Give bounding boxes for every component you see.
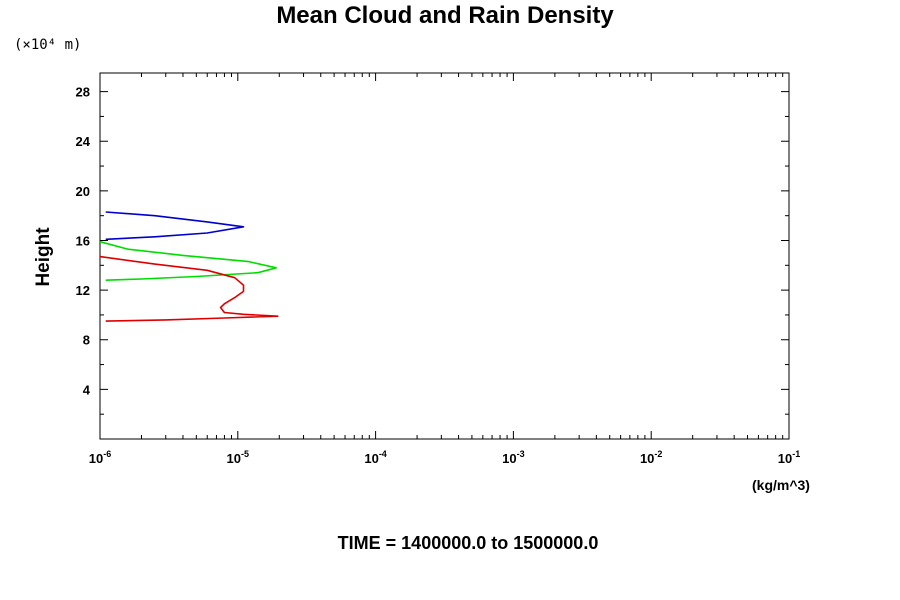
x-tick-exponent: -5 <box>241 449 249 459</box>
time-range-label: TIME = 1400000.0 to 1500000.0 <box>338 533 599 553</box>
x-tick-base: 10 <box>502 451 516 466</box>
y-scale-label: (×10⁴ m) <box>14 37 81 53</box>
y-tick-label: 24 <box>76 134 91 149</box>
x-tick-base: 10 <box>364 451 378 466</box>
x-tick-base: 10 <box>227 451 241 466</box>
y-axis-label: Height <box>33 227 54 287</box>
y-tick-label: 28 <box>76 85 90 100</box>
series-line-3 <box>99 255 279 322</box>
x-tick-label: 10-1 <box>778 449 800 466</box>
y-tick-label: 20 <box>76 184 90 199</box>
x-tick-base: 10 <box>89 451 103 466</box>
x-tick-exponent: -2 <box>654 449 662 459</box>
x-tick-label: 10-5 <box>227 449 249 466</box>
y-tick-label: 4 <box>83 382 91 397</box>
x-tick-exponent: -1 <box>792 449 800 459</box>
x-tick-exponent: -4 <box>379 449 387 459</box>
y-tick-label: 12 <box>76 283 90 298</box>
x-tick-exponent: -6 <box>103 449 111 459</box>
y-tick-label: 8 <box>83 333 90 348</box>
series-layer <box>99 211 279 322</box>
x-tick-base: 10 <box>778 451 792 466</box>
y-tick-label: 16 <box>76 233 90 248</box>
x-axis-unit: (kg/m^3) <box>752 477 810 493</box>
series-line-2 <box>99 240 278 281</box>
x-tick-base: 10 <box>640 451 654 466</box>
x-tick-label: 10-6 <box>89 449 111 466</box>
series-line-1 <box>105 211 245 241</box>
x-tick-label: 10-3 <box>502 449 524 466</box>
plot-frame <box>99 72 790 440</box>
chart-title: Mean Cloud and Rain Density <box>276 2 614 29</box>
x-tick-label: 10-2 <box>640 449 662 466</box>
x-tick-label: 10-4 <box>364 449 386 466</box>
x-tick-exponent: -3 <box>517 449 525 459</box>
